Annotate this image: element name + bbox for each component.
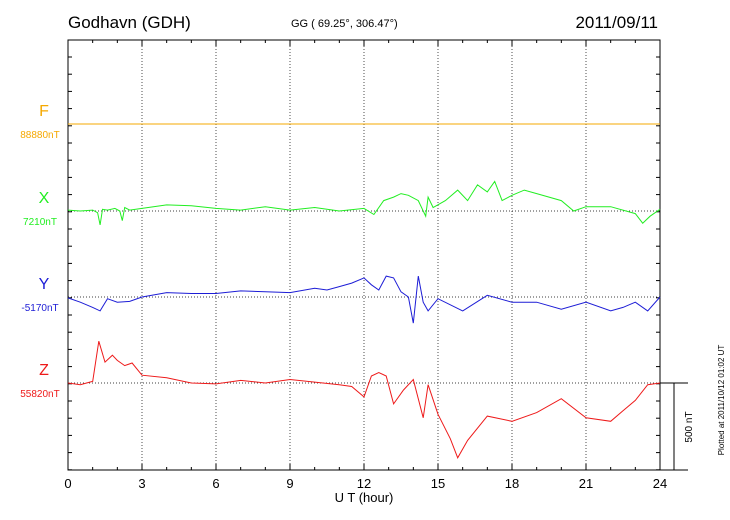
component-label-layer: F 88880nT X 7210nT Y -5170nT Z 55820nT (20, 103, 59, 400)
x-axis-label: U T (hour) (335, 490, 394, 505)
component-label-y: Y (39, 276, 50, 293)
x-tick-label: 18 (505, 476, 519, 491)
x-tick-label: 15 (431, 476, 445, 491)
baseline-value-f: 88880nT (20, 130, 59, 141)
plot-frame (67, 39, 661, 471)
series-line-x (67, 180, 661, 226)
x-tick-label: 21 (579, 476, 593, 491)
station-title: Godhavn (GDH) (68, 13, 191, 32)
baseline-value-y: -5170nT (21, 303, 58, 314)
scale-bar: 500 nT (660, 382, 695, 471)
scale-bar-label: 500 nT (684, 411, 695, 442)
baseline-value-z: 55820nT (20, 389, 59, 400)
series-layer (67, 123, 661, 459)
component-label-f: F (39, 103, 49, 120)
baseline-value-x: 7210nT (23, 217, 57, 228)
x-tick-label: 24 (653, 476, 667, 491)
series-line-y (67, 275, 661, 324)
x-tick-label: 9 (286, 476, 293, 491)
grid-layer (141, 40, 587, 470)
plotted-timestamp: Plotted at 2011/10/12 01:02 UT (717, 345, 726, 456)
x-tick-label: 6 (212, 476, 219, 491)
component-label-z: Z (39, 362, 49, 379)
date-label: 2011/09/11 (575, 13, 658, 32)
series-line-z (67, 341, 661, 459)
component-label-x: X (39, 190, 50, 207)
x-tick-label: 3 (138, 476, 145, 491)
x-tick-label: 12 (357, 476, 371, 491)
x-tick-label: 0 (64, 476, 71, 491)
station-coordinates: GG ( 69.25°, 306.47°) (291, 18, 398, 30)
tick-layer: 0 3 6 9 12 15 18 21 24 (64, 40, 667, 491)
